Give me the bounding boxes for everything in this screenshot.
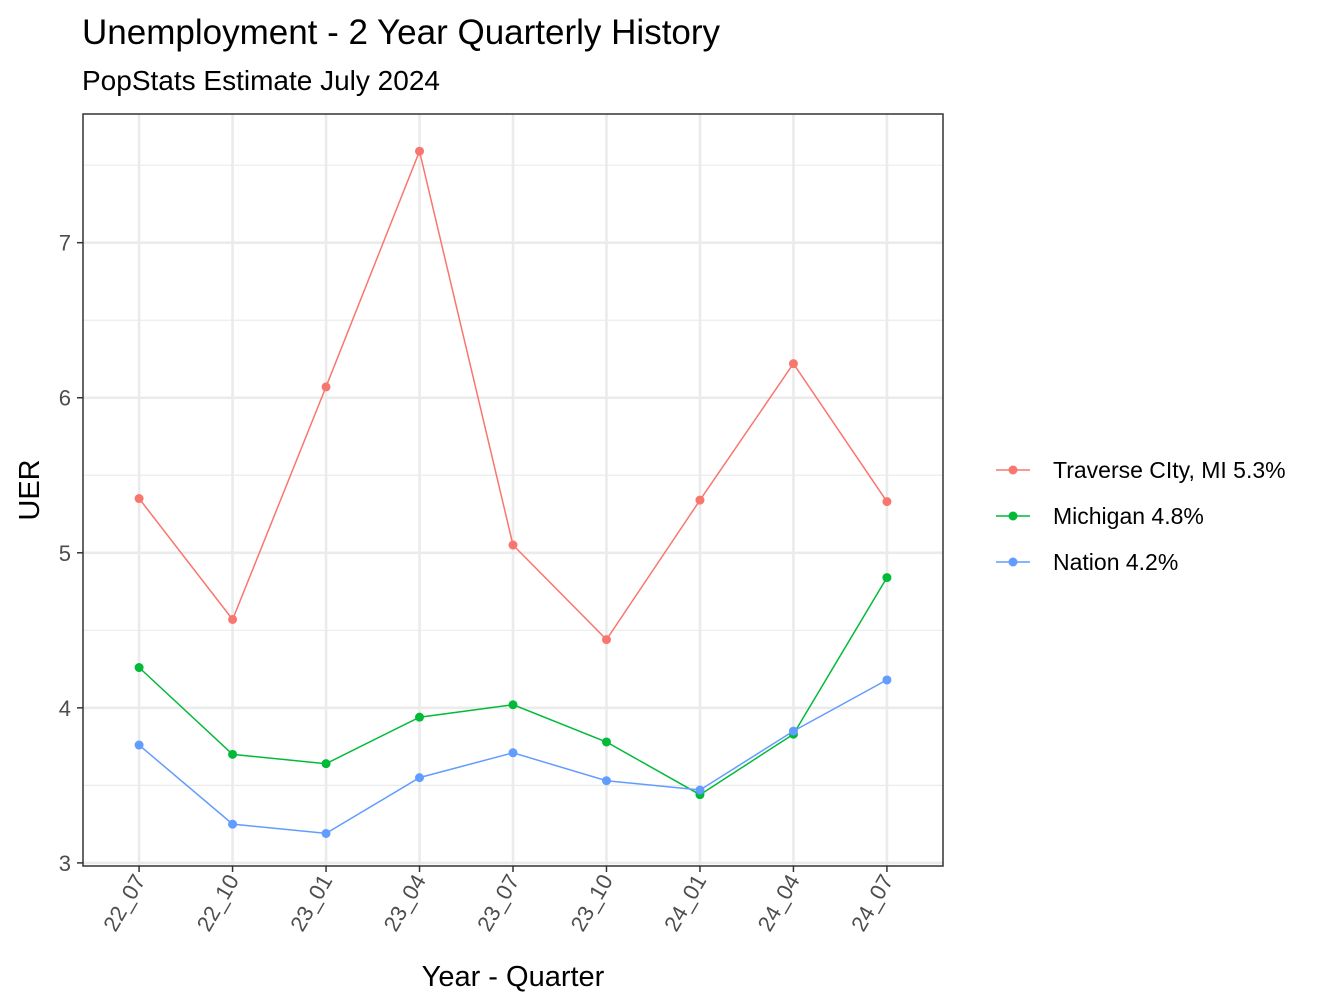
data-point (601, 776, 611, 786)
data-point (601, 737, 611, 747)
legend: Traverse CIty, MI 5.3% Michigan 4.8% Natio… (996, 457, 1286, 575)
plot-panel-border (82, 113, 944, 867)
x-tick-label: 24_01 (659, 870, 711, 935)
chart-title: Unemployment - 2 Year Quarterly History (82, 13, 721, 52)
y-tick-label: 4 (59, 696, 71, 721)
data-point (788, 359, 798, 369)
data-point (321, 828, 331, 838)
data-point (788, 726, 798, 736)
data-point (695, 495, 705, 505)
data-point (321, 382, 331, 392)
x-tick-label: 22_07 (98, 870, 150, 935)
data-point (695, 785, 705, 795)
data-point (882, 497, 892, 507)
x-tick-label: 24_07 (846, 870, 898, 935)
data-point (882, 675, 892, 685)
x-tick-label: 23_07 (472, 870, 524, 935)
grid-lines (83, 114, 943, 866)
data-point (508, 700, 518, 710)
axes: 3 4 5 6 7 22_07 22_10 23_01 23_04 23_07 23_10 24_01… (59, 231, 898, 936)
x-axis-title: Year - Quarter (422, 961, 605, 993)
legend-key-point (1008, 465, 1018, 475)
data-point (228, 749, 238, 759)
x-tick-label: 23_04 (379, 870, 431, 935)
data-point (134, 740, 144, 750)
legend-key-point (1008, 557, 1018, 567)
x-tick-label: 23_01 (285, 870, 337, 935)
data-point (415, 712, 425, 722)
legend-label: Nation 4.2% (1053, 549, 1178, 575)
data-point (228, 819, 238, 829)
x-tick-label: 22_10 (192, 870, 244, 935)
x-tick-label: 24_04 (753, 870, 805, 935)
y-tick-label: 5 (59, 541, 71, 566)
y-tick-label: 6 (59, 386, 71, 411)
data-point (134, 663, 144, 673)
data-point (508, 540, 518, 550)
data-point (134, 494, 144, 504)
x-tick-label: 23_10 (566, 870, 618, 935)
data-point (415, 146, 425, 156)
data-point (321, 759, 331, 769)
data-point (228, 614, 238, 624)
y-tick-label: 7 (59, 231, 71, 256)
data-point (882, 573, 892, 583)
series-lines (134, 146, 892, 838)
data-point (601, 635, 611, 645)
y-tick-label: 3 (59, 851, 71, 876)
data-point (508, 748, 518, 758)
legend-key-point (1008, 511, 1018, 521)
legend-label: Traverse CIty, MI 5.3% (1053, 457, 1286, 483)
chart-subtitle: PopStats Estimate July 2024 (82, 65, 440, 96)
y-axis-title: UER (14, 459, 46, 520)
legend-label: Michigan 4.8% (1053, 503, 1204, 529)
data-point (415, 773, 425, 783)
